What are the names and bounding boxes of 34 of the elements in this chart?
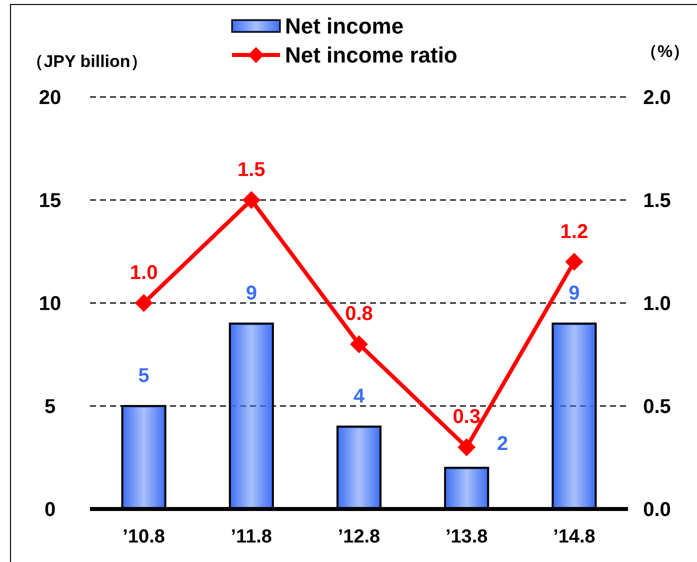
legend-label: Net income ratio bbox=[285, 42, 458, 68]
y-tick-label: 5 bbox=[44, 396, 56, 418]
x-tick-label: ’13.8 bbox=[445, 526, 488, 548]
data-label: 1.0 bbox=[130, 262, 158, 284]
y-axis-title: （JPY billion） bbox=[26, 52, 148, 71]
point bbox=[350, 335, 368, 354]
y-tick-label: 15 bbox=[38, 190, 62, 212]
point bbox=[458, 438, 476, 456]
y2-tick-label: 1.0 bbox=[643, 293, 671, 315]
data-label: 9 bbox=[568, 282, 580, 305]
x-tick-label: ’12.8 bbox=[338, 526, 380, 548]
data-label: 0.3 bbox=[452, 406, 481, 428]
x-tick-label: ’10.8 bbox=[122, 526, 165, 548]
y2-tick-label: 0.0 bbox=[643, 499, 671, 521]
y2-tick-label: 2.0 bbox=[643, 87, 671, 109]
x-tick-label: ’14.8 bbox=[553, 526, 596, 548]
data-label: 2 bbox=[497, 432, 508, 455]
point bbox=[242, 191, 260, 209]
data-label: 1.5 bbox=[237, 159, 266, 181]
y-tick-label: 10 bbox=[38, 293, 62, 315]
y2-axis-title: （%） bbox=[640, 42, 690, 61]
data-label: 1.2 bbox=[560, 220, 588, 243]
y2-tick-label: 1.5 bbox=[643, 190, 671, 212]
y2-tick-label: 0.5 bbox=[643, 396, 671, 418]
data-label: 4 bbox=[353, 386, 366, 408]
point bbox=[565, 252, 584, 271]
y-tick-label: 0 bbox=[44, 499, 56, 521]
point bbox=[134, 294, 153, 312]
data-label: 0.8 bbox=[345, 303, 373, 326]
data-label: 5 bbox=[138, 365, 150, 387]
data-label: 9 bbox=[246, 282, 257, 305]
x-tick-label: ’11.8 bbox=[230, 526, 272, 548]
legend-label: Net income bbox=[285, 14, 404, 39]
y-tick-label: 20 bbox=[38, 87, 62, 109]
